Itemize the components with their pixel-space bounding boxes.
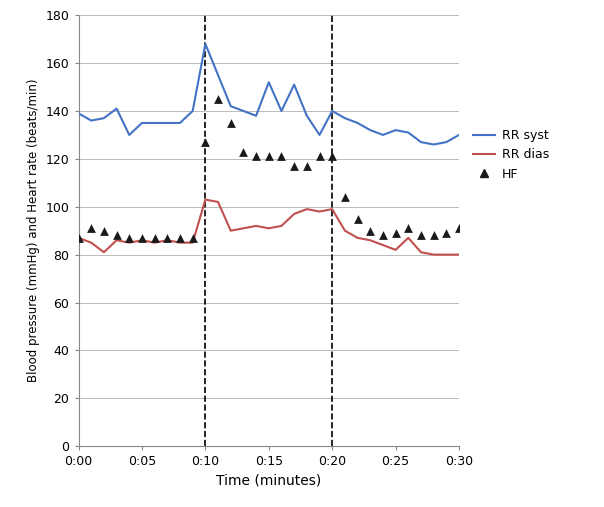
HF [74,234,83,242]
RR syst [88,118,95,124]
RR dias [291,211,298,217]
RR dias [164,237,171,243]
HF [226,119,236,127]
X-axis label: Time (minutes): Time (minutes) [216,474,321,488]
RR dias [75,235,82,241]
RR syst [240,108,247,114]
HF [365,227,375,235]
HF [403,224,413,232]
RR dias [202,197,209,203]
HF [86,224,96,232]
RR syst [151,120,158,126]
RR syst [354,120,361,126]
RR syst [202,41,209,47]
HF [391,229,400,237]
HF [264,153,274,161]
Legend: RR syst, RR dias, HF: RR syst, RR dias, HF [473,129,549,180]
HF [277,153,286,161]
HF [188,234,198,242]
RR syst [214,72,222,78]
RR dias [455,251,463,258]
HF [429,231,439,239]
RR syst [100,115,108,121]
RR syst [430,141,437,148]
RR syst [405,129,412,135]
HF [137,234,147,242]
HF [315,153,324,161]
HF [378,231,388,239]
RR syst [227,103,234,109]
RR syst [113,105,120,112]
RR dias [138,237,146,243]
HF [353,214,362,223]
RR dias [151,240,158,246]
RR syst [341,115,349,121]
RR dias [278,223,285,229]
Line: RR syst: RR syst [79,44,459,144]
RR syst [329,108,336,114]
RR syst [189,108,196,114]
HF [150,234,159,242]
RR dias [227,228,234,234]
HF [289,162,299,170]
RR syst [278,108,285,114]
RR dias [392,247,399,253]
RR dias [417,249,425,256]
RR dias [113,237,120,243]
HF [162,234,172,242]
RR syst [379,132,387,138]
RR dias [240,225,247,231]
RR dias [430,251,437,258]
HF [442,229,451,237]
RR syst [291,82,298,88]
HF [239,148,248,156]
RR dias [265,225,272,231]
RR syst [417,139,425,145]
RR dias [126,240,133,246]
RR syst [392,127,399,133]
Line: RR dias: RR dias [79,200,459,255]
RR dias [303,206,310,212]
RR syst [303,113,310,119]
RR syst [316,132,323,138]
HF [112,231,121,239]
HF [201,138,210,146]
RR syst [164,120,171,126]
RR dias [354,235,361,241]
HF [175,234,185,242]
HF [454,224,464,232]
RR syst [126,132,133,138]
RR dias [189,240,196,246]
RR syst [455,132,463,138]
RR dias [252,223,260,229]
RR dias [88,240,95,246]
RR syst [252,113,260,119]
RR syst [367,127,374,133]
RR dias [316,208,323,214]
HF [213,95,223,103]
HF [302,162,312,170]
RR dias [100,249,108,256]
RR dias [405,235,412,241]
RR dias [341,228,349,234]
HF [416,231,426,239]
RR dias [379,242,387,248]
RR syst [75,111,82,117]
RR syst [138,120,146,126]
RR syst [443,139,450,145]
Y-axis label: Blood pressure (mmHg) and Heart rate (beats/min): Blood pressure (mmHg) and Heart rate (be… [27,79,40,382]
RR syst [176,120,184,126]
HF [99,227,109,235]
RR dias [367,237,374,243]
RR dias [443,251,450,258]
HF [327,153,337,161]
HF [340,193,350,201]
HF [124,234,134,242]
RR syst [265,79,272,85]
RR dias [329,206,336,212]
RR dias [214,199,222,205]
HF [251,153,261,161]
RR dias [176,240,184,246]
